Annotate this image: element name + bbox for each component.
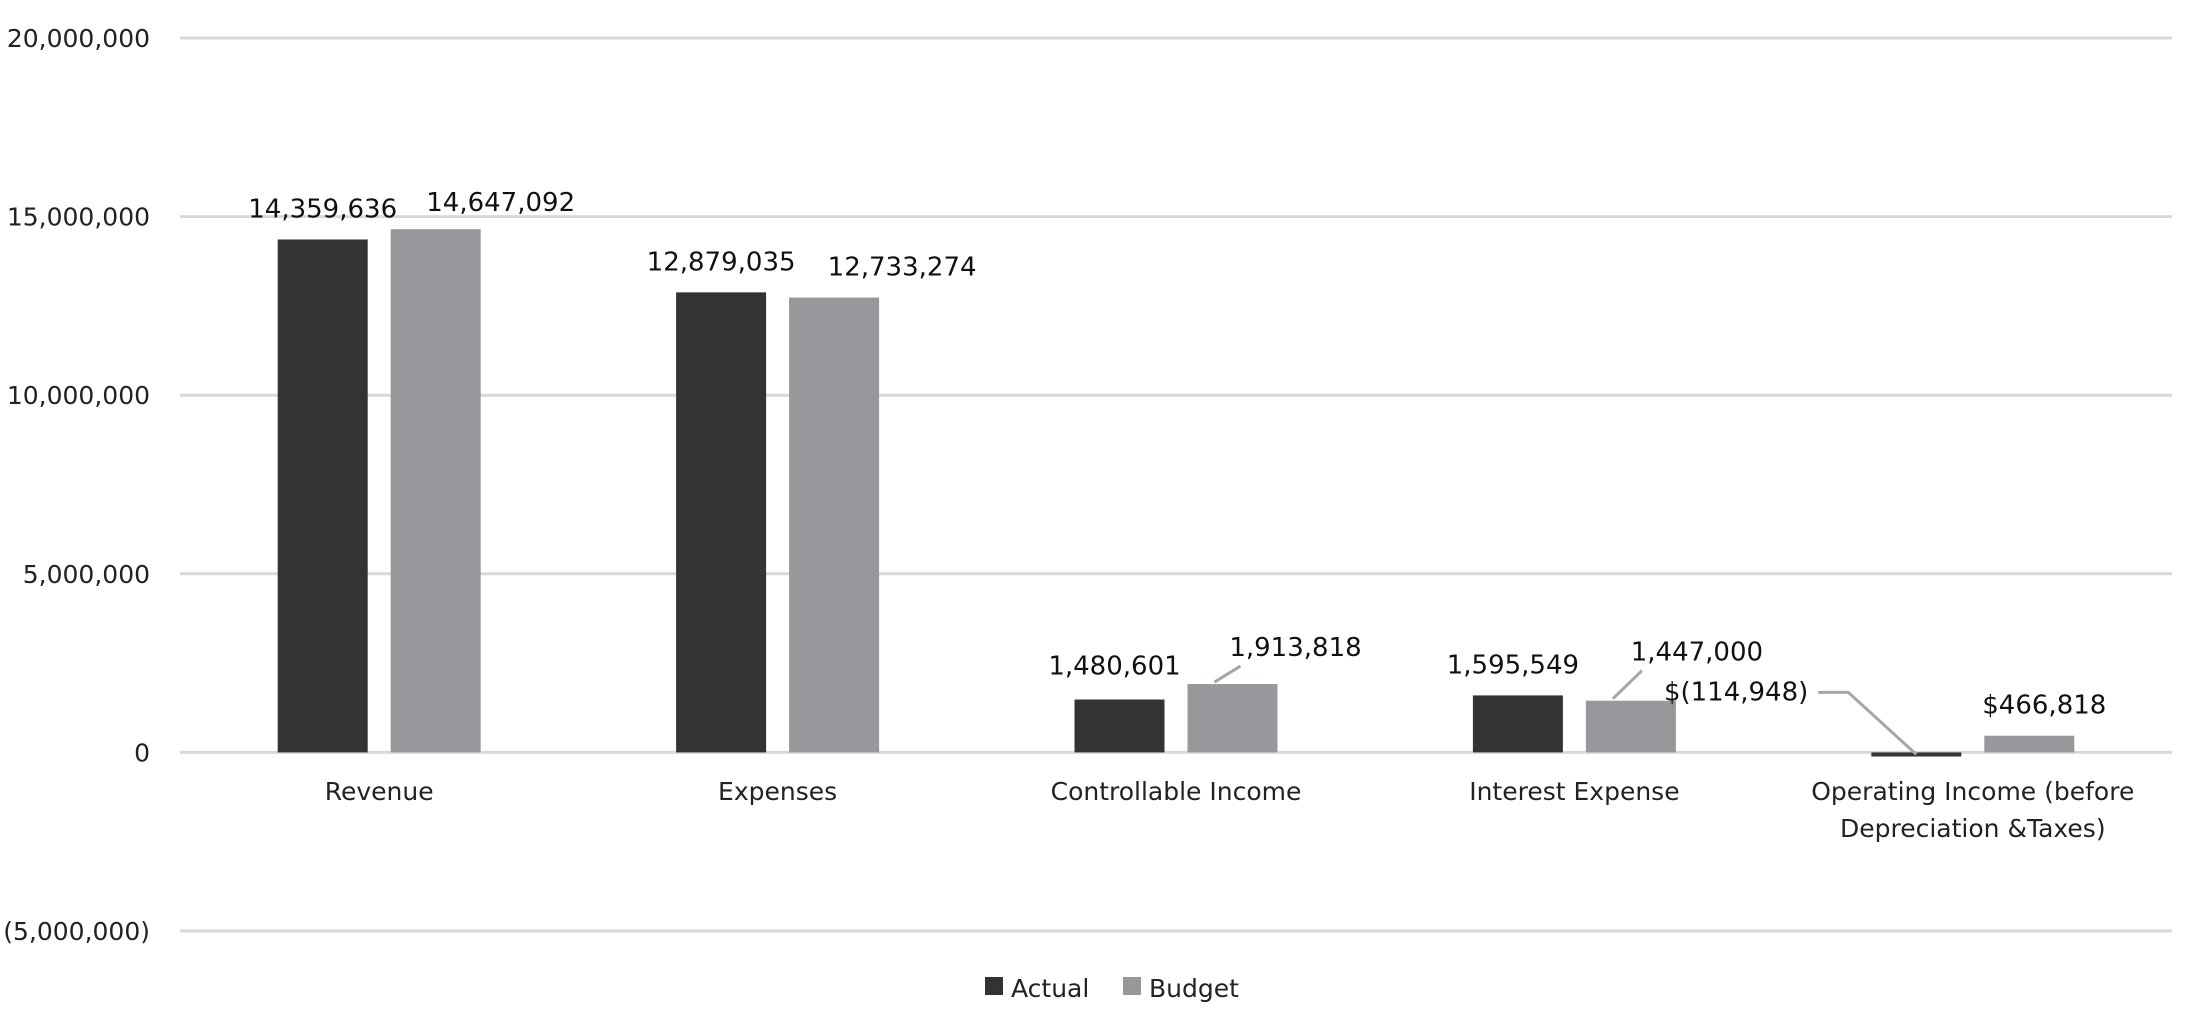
y-tick-label: 0 — [134, 738, 150, 767]
y-tick-label: 5,000,000 — [23, 560, 150, 589]
data-label: 1,913,818 — [1229, 633, 1361, 663]
bar-budget — [1585, 700, 1676, 753]
bar-actual — [676, 292, 767, 753]
data-label: 12,733,274 — [828, 253, 977, 283]
bar-actual — [1472, 695, 1563, 753]
legend-label-actual: Actual — [1011, 974, 1089, 1003]
leader-lines — [1213, 664, 1918, 756]
leader-line — [1213, 664, 1242, 684]
data-labels: 14,359,636 14,647,092 12,879,035 12,733,274… — [248, 188, 2106, 721]
y-tick-label: 10,000,000 — [7, 381, 150, 410]
data-label: 14,359,636 — [248, 194, 397, 224]
bar-actual — [277, 239, 368, 753]
data-label: 14,647,092 — [426, 188, 575, 218]
category-label: Interest Expense — [1469, 777, 1679, 806]
bar-actual — [1871, 752, 1962, 757]
category-label: Revenue — [325, 777, 434, 806]
leader-line — [1818, 690, 1918, 756]
category-labels: Revenue Expenses Controllable Income Intere… — [325, 777, 2135, 843]
bar-budget — [1984, 735, 2075, 753]
category-label: Depreciation &Taxes) — [1840, 814, 2106, 843]
data-label: 1,595,549 — [1447, 650, 1579, 680]
gridlines — [180, 36, 2172, 933]
bar-budget — [789, 297, 880, 753]
legend-label-budget: Budget — [1149, 974, 1239, 1003]
category-label: Operating Income (before — [1811, 777, 2134, 806]
bars — [277, 229, 2075, 757]
leader-line — [1611, 669, 1643, 700]
data-label: 12,879,035 — [647, 247, 796, 277]
bar-budget — [1187, 684, 1278, 753]
category-label: Controllable Income — [1051, 777, 1302, 806]
legend-swatch-actual — [985, 977, 1003, 995]
data-label: 1,447,000 — [1631, 638, 1763, 668]
y-tick-label: 15,000,000 — [7, 203, 150, 232]
data-label: $(114,948) — [1664, 677, 1808, 707]
y-tick-label: 20,000,000 — [7, 24, 150, 53]
y-tick-label: (5,000,000) — [3, 917, 150, 946]
legend-swatch-budget — [1123, 977, 1141, 995]
data-label: 1,480,601 — [1048, 652, 1180, 682]
legend: Actual Budget — [985, 974, 1239, 1003]
category-label: Expenses — [718, 777, 837, 806]
y-axis-ticks: 20,000,000 15,000,000 10,000,000 5,000,000 0… — [3, 24, 150, 946]
data-label: $466,818 — [1982, 691, 2106, 721]
bar-actual — [1074, 699, 1165, 753]
bar-budget — [390, 229, 481, 753]
